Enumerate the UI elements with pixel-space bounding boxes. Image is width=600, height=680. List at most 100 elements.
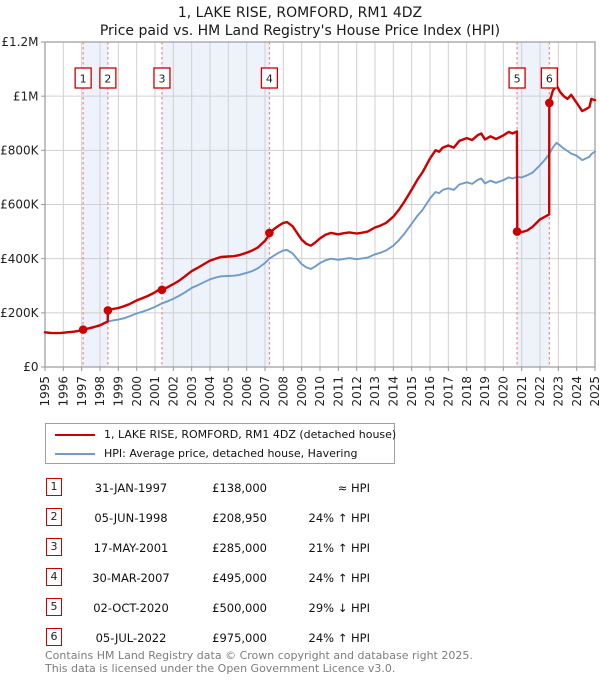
x-tick-label: 2010 [313, 376, 327, 407]
hpi-line [44, 141, 596, 335]
license-line-2: This data is licensed under the Open Gov… [45, 661, 396, 675]
legend-label-property: 1, LAKE RISE, ROMFORD, RM1 4DZ (detached… [104, 428, 397, 441]
x-tick-label: 2020 [497, 376, 511, 407]
sale-point-marker [157, 285, 167, 295]
sale-date: 31-JAN-1997 [94, 481, 168, 495]
x-tick-label: 1998 [93, 376, 107, 407]
sale-number-badge: 5 [46, 598, 62, 616]
sale-number-badge: 3 [46, 538, 62, 556]
sale-number-box [99, 67, 117, 89]
sale-price: £500,000 [212, 601, 267, 615]
license-line-1: Contains HM Land Registry data © Crown c… [45, 649, 473, 662]
page-subtitle: Price paid vs. HM Land Registry's House … [99, 23, 501, 39]
y-tick-label: £400K [0, 252, 40, 266]
table-row: 6 05-JUL-2022 £975,000 24% ↑ HPI [45, 624, 385, 654]
x-tick-label: 2006 [240, 376, 254, 407]
x-tick-label: 2015 [405, 376, 419, 407]
page-title: 1, LAKE RISE, ROMFORD, RM1 4DZ [177, 5, 423, 21]
x-tick-label: 1995 [38, 376, 52, 407]
y-tick-label: £200K [0, 306, 40, 320]
x-tick-label: 2013 [368, 376, 382, 407]
hpi-line-swatch [55, 452, 95, 455]
x-tick-label: 1996 [57, 376, 71, 407]
sale-number-box-label: 1 [80, 73, 87, 86]
sale-number-badge: 2 [46, 508, 62, 526]
x-tick-label: 2018 [460, 376, 474, 407]
sale-number-box-label: 3 [158, 73, 165, 86]
x-tick-label: 2017 [442, 376, 456, 407]
sale-price: £208,950 [212, 511, 267, 525]
x-tick-label: 2012 [350, 376, 364, 407]
x-tick-label: 2004 [203, 376, 217, 407]
sale-hpi-comparison: 24% ↑ HPI [308, 511, 370, 525]
sale-hpi-comparison: 24% ↑ HPI [308, 571, 370, 585]
sale-point-marker [265, 228, 274, 238]
y-tick-label: £600K [0, 198, 40, 212]
sale-number-box-label: 4 [266, 73, 273, 86]
table-row: 4 30-MAR-2007 £495,000 24% ↑ HPI [45, 564, 385, 594]
sales-table: 1 31-JAN-1997 £138,000 ≈ HPI 2 05-JUN-19… [45, 474, 385, 654]
y-tick-label: £800K [0, 144, 40, 158]
sale-number-box [260, 67, 279, 89]
x-tick-label: 2002 [167, 376, 181, 407]
sale-price: £975,000 [212, 631, 267, 645]
sale-date: 05-JUL-2022 [95, 631, 167, 645]
sale-number-badge: 6 [46, 628, 62, 646]
legend-row-property: 1, LAKE RISE, ROMFORD, RM1 4DZ (detached… [46, 425, 397, 444]
x-tick-label: 2023 [552, 376, 566, 407]
price-chart: 1 2 3 4 5 6 £0 £200K £400K £600K £800K £1M £1.2M 1995… [0, 35, 600, 407]
sale-point-marker [103, 306, 113, 315]
sale-hpi-comparison: ≈ HPI [337, 481, 370, 495]
y-tick-label: £1M [13, 89, 39, 103]
x-tick-label: 2007 [258, 376, 272, 407]
sale-date: 05-JUN-1998 [94, 511, 168, 525]
sale-number-box [508, 67, 526, 89]
legend-label-hpi: HPI: Average price, detached house, Have… [104, 447, 358, 460]
sale-date: 02-OCT-2020 [93, 601, 169, 615]
y-tick-label: £1.2M [1, 35, 38, 49]
sale-date: 17-MAY-2001 [93, 541, 169, 555]
sale-number-box-label: 2 [104, 73, 111, 86]
license-footer: Contains HM Land Registry data © Crown c… [45, 649, 473, 675]
x-tick-label: 1999 [112, 376, 126, 407]
sale-point-marker [545, 98, 554, 108]
x-tick-label: 2011 [332, 376, 346, 407]
sale-number-box [540, 67, 558, 89]
sale-point-marker [512, 227, 522, 236]
sale-hpi-comparison: 21% ↑ HPI [308, 541, 370, 555]
y-tick-label: £0 [23, 360, 38, 374]
sale-hpi-comparison: 24% ↑ HPI [308, 631, 370, 645]
x-tick-label: 2016 [423, 376, 437, 407]
property-line-swatch [55, 433, 95, 436]
chart-legend: 1, LAKE RISE, ROMFORD, RM1 4DZ (detached… [45, 423, 397, 464]
x-tick-label: 2014 [387, 376, 401, 407]
sale-number-box [153, 67, 171, 89]
x-tick-label: 2003 [185, 376, 199, 407]
x-tick-label: 2019 [478, 376, 492, 407]
x-tick-label: 2021 [515, 376, 529, 407]
x-tick-label: 1997 [75, 376, 89, 407]
x-tick-label: 2024 [570, 376, 584, 407]
property-price-line [43, 84, 597, 335]
sale-price: £285,000 [212, 541, 267, 555]
x-tick-label: 2008 [277, 376, 291, 407]
sale-number-box-label: 5 [514, 73, 521, 86]
table-row: 2 05-JUN-1998 £208,950 24% ↑ HPI [45, 504, 385, 534]
sale-number-badge: 1 [46, 478, 62, 496]
x-tick-label: 2001 [148, 376, 162, 407]
table-row: 5 02-OCT-2020 £500,000 29% ↓ HPI [45, 594, 385, 624]
x-tick-label: 2022 [533, 376, 547, 407]
sale-price: £138,000 [212, 481, 267, 495]
sale-date: 30-MAR-2007 [92, 571, 170, 585]
x-tick-label: 2005 [222, 376, 236, 407]
x-tick-label: 2000 [130, 376, 144, 407]
table-row: 1 31-JAN-1997 £138,000 ≈ HPI [45, 474, 385, 504]
sale-price: £495,000 [212, 571, 267, 585]
x-tick-label: 2025 [588, 376, 600, 407]
sale-number-box [74, 67, 92, 89]
sale-point-marker [78, 325, 88, 334]
x-tick-label: 2009 [295, 376, 309, 407]
sale-number-badge: 4 [46, 568, 62, 586]
sale-hpi-comparison: 29% ↓ HPI [308, 601, 370, 615]
sale-number-box-label: 6 [546, 73, 553, 86]
